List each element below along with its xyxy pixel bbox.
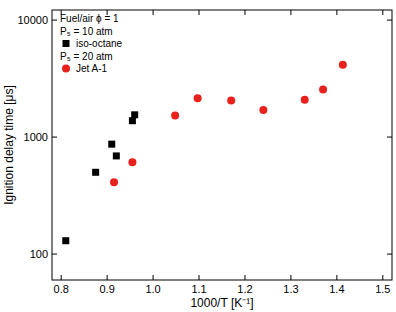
x-tick xyxy=(382,275,383,280)
annotation: P₅ = 10 atm xyxy=(60,26,113,37)
y-tick xyxy=(52,20,57,21)
data-point xyxy=(110,178,118,186)
legend-label: iso-octane xyxy=(76,38,123,49)
x-tick-top xyxy=(382,10,383,15)
x-axis-label: 1000/T [K⁻¹] xyxy=(190,296,253,310)
data-point xyxy=(227,97,235,105)
plot-frame xyxy=(52,10,392,280)
annotation: P₅ = 20 atm xyxy=(60,51,113,62)
data-point xyxy=(259,106,267,114)
x-tick-label: 0.9 xyxy=(99,283,114,295)
annotation: Fuel/air ϕ = 1 xyxy=(60,13,119,24)
x-tick-label: 1.2 xyxy=(237,283,252,295)
x-tick-top xyxy=(199,10,200,15)
x-tick-top xyxy=(336,10,337,15)
y-tick xyxy=(52,137,57,138)
y-tick-label: 100 xyxy=(30,248,48,260)
data-point xyxy=(301,96,309,104)
data-point xyxy=(171,111,179,119)
x-tick xyxy=(336,275,337,280)
x-tick xyxy=(290,275,291,280)
x-tick-top xyxy=(153,10,154,15)
y-tick-right xyxy=(387,137,392,138)
data-point xyxy=(92,169,99,176)
data-point xyxy=(108,141,115,148)
legend: Fuel/air ϕ = 1 P₅ = 10 atmiso-octane P₅ = … xyxy=(60,13,123,74)
data-point xyxy=(319,86,327,94)
data-point xyxy=(131,111,138,118)
data-point xyxy=(339,61,347,69)
x-tick xyxy=(107,275,108,280)
y-tick-right xyxy=(387,254,392,255)
x-tick-label: 1.3 xyxy=(283,283,298,295)
x-tick-label: 1.5 xyxy=(375,283,390,295)
x-tick xyxy=(199,275,200,280)
x-tick xyxy=(153,275,154,280)
data-group xyxy=(62,61,347,244)
legend-marker xyxy=(63,40,70,47)
x-tick xyxy=(244,275,245,280)
x-tick-label: 1.0 xyxy=(145,283,160,295)
data-point xyxy=(62,237,69,244)
y-axis-label: Ignition delay time [μs] xyxy=(2,85,16,205)
x-tick xyxy=(61,275,62,280)
y-tick xyxy=(52,254,57,255)
data-point xyxy=(128,158,136,166)
chart-svg: 0.8 0.9 1.0 1.1 1.2 1.3 1.4 1.5 100 1000 10000 1000… xyxy=(0,0,396,312)
y-tick-label: 10000 xyxy=(17,14,48,26)
chart-root: 0.8 0.9 1.0 1.1 1.2 1.3 1.4 1.5 100 1000 10000 1000… xyxy=(0,0,396,312)
x-tick-top xyxy=(244,10,245,15)
x-tick-label: 1.4 xyxy=(329,283,344,295)
x-tick-top xyxy=(290,10,291,15)
x-tick-label: 0.8 xyxy=(54,283,69,295)
y-tick-right xyxy=(387,20,392,21)
legend-label: Jet A-1 xyxy=(76,63,108,74)
y-tick-label: 1000 xyxy=(24,131,48,143)
data-point xyxy=(113,152,120,159)
x-tick-label: 1.1 xyxy=(191,283,206,295)
legend-marker xyxy=(62,65,70,73)
data-point xyxy=(194,94,202,102)
